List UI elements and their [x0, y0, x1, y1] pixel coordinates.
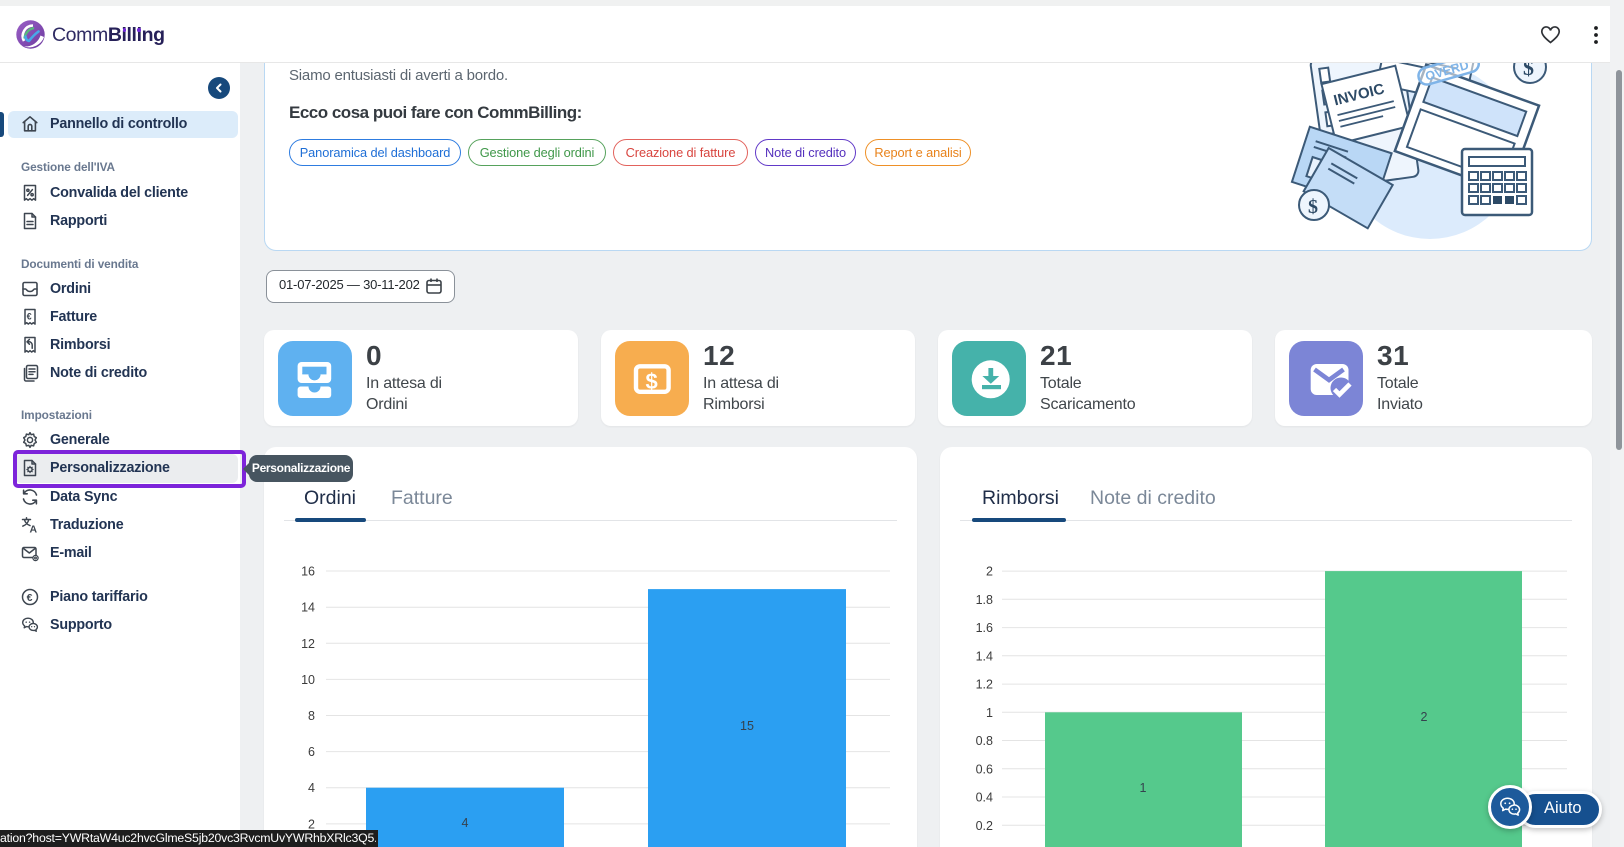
svg-text:€: € [27, 592, 33, 604]
svg-text:0.8: 0.8 [976, 734, 993, 748]
svg-text:16: 16 [301, 565, 315, 579]
svg-text:15: 15 [740, 719, 754, 733]
svg-text:2: 2 [308, 817, 315, 831]
svg-text:$: $ [646, 369, 658, 394]
svg-text:1.2: 1.2 [976, 678, 993, 692]
svg-text:12: 12 [301, 637, 315, 651]
svg-text:$: $ [1308, 196, 1318, 218]
svg-text:2: 2 [986, 565, 993, 579]
svg-text:6: 6 [308, 745, 315, 759]
svg-text:0.6: 0.6 [976, 762, 993, 776]
svg-text:4: 4 [308, 781, 315, 795]
svg-text:0.2: 0.2 [976, 819, 993, 833]
svg-text:$: $ [1523, 55, 1534, 80]
svg-text:2: 2 [1421, 710, 1428, 724]
svg-text:0.4: 0.4 [976, 791, 993, 805]
svg-text:8: 8 [308, 709, 315, 723]
svg-text:1.8: 1.8 [976, 593, 993, 607]
svg-text:1.6: 1.6 [976, 621, 993, 635]
svg-text:10: 10 [301, 673, 315, 687]
svg-text:4: 4 [462, 816, 469, 830]
svg-text:1: 1 [1140, 781, 1147, 795]
svg-text:1: 1 [986, 706, 993, 720]
svg-text:1.4: 1.4 [976, 649, 993, 663]
svg-text:€: € [27, 312, 32, 322]
svg-text:A: A [30, 524, 38, 536]
svg-text:14: 14 [301, 601, 315, 615]
